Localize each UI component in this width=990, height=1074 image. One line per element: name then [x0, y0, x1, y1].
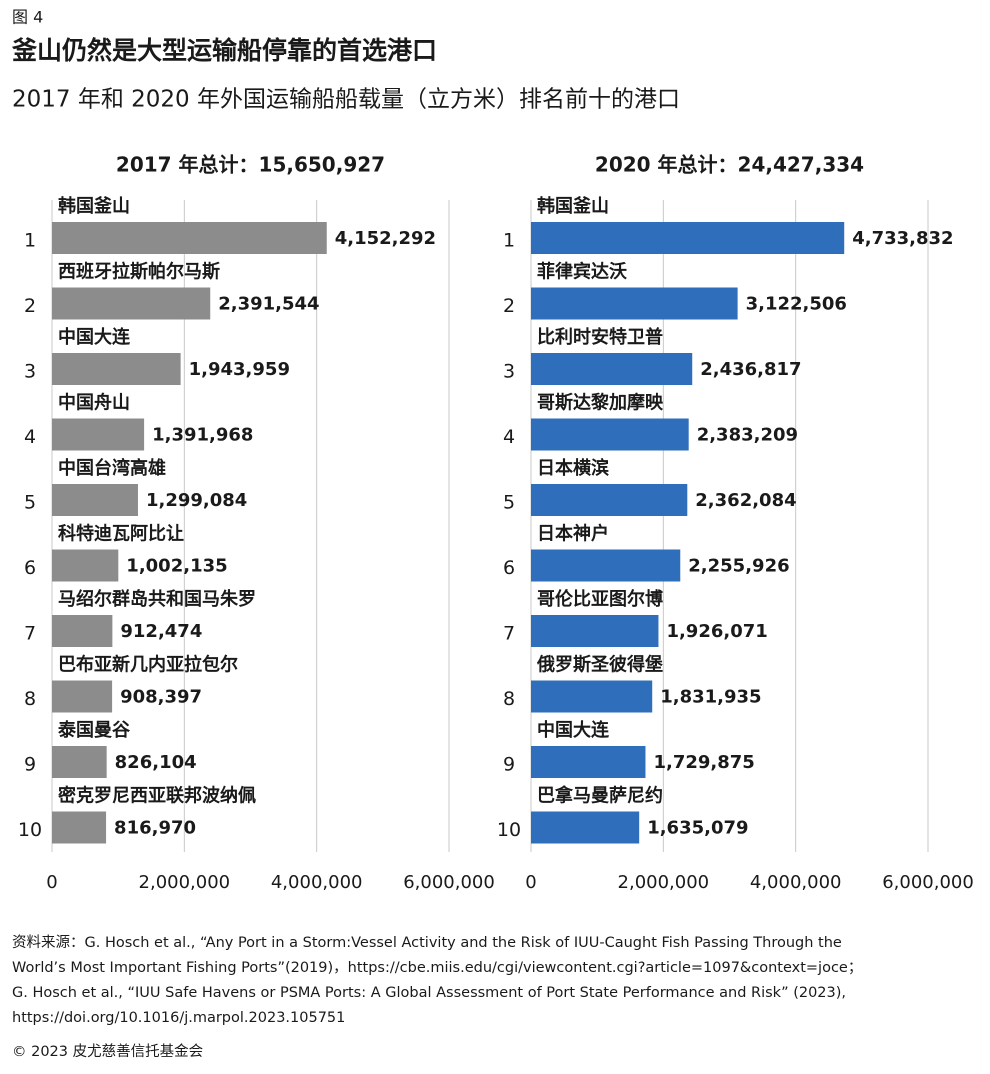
rank-label: 7 — [24, 623, 36, 645]
value-label: 2,436,817 — [700, 359, 801, 380]
category-label: 泰国曼谷 — [57, 719, 131, 741]
bar — [52, 418, 145, 451]
category-label: 日本神户 — [537, 523, 609, 545]
rank-label: 9 — [503, 754, 515, 776]
category-label: 西班牙拉斯帕尔马斯 — [58, 261, 220, 283]
rank-label: 3 — [503, 361, 515, 383]
bar — [52, 484, 138, 516]
bar — [52, 222, 327, 254]
category-label: 哥斯达黎加摩映 — [537, 392, 664, 414]
bar — [52, 353, 181, 385]
x-tick-label: 2,000,000 — [618, 872, 710, 893]
source: 资料来源：G. Hosch et al., “Any Port in a Sto… — [12, 934, 842, 951]
x-tick-label: 0 — [46, 872, 57, 893]
source: G. Hosch et al., “IUU Safe Havens or PSM… — [12, 985, 846, 1001]
value-label: 1,299,084 — [146, 490, 247, 511]
x-tick-label: 4,000,000 — [750, 872, 842, 893]
value-label: 1,729,875 — [653, 752, 754, 773]
rank-label: 7 — [503, 623, 515, 645]
rank-label: 6 — [503, 557, 515, 579]
rank-label: 4 — [24, 426, 36, 448]
subtitle: 2017 年和 2020 年外国运输船船载量（立方米）排名前十的港口 — [12, 87, 680, 113]
category-label: 俄罗斯圣彼得堡 — [536, 654, 663, 676]
bar — [52, 615, 113, 647]
category-label: 韩国釜山 — [58, 195, 130, 217]
bar — [531, 287, 738, 320]
category-label: 马绍尔群岛共和国马朱罗 — [58, 588, 256, 610]
category-label: 日本横滨 — [537, 457, 609, 479]
category-label: 中国舟山 — [58, 392, 130, 414]
bar — [531, 484, 688, 516]
value-label: 826,104 — [115, 752, 197, 773]
category-label: 哥伦比亚图尔博 — [537, 588, 663, 610]
value-label: 1,831,935 — [660, 687, 761, 708]
rank-label: 1 — [24, 230, 36, 252]
panel-title: 2020 年总计：24,427,334 — [595, 153, 864, 177]
category-label: 比利时安特卫普 — [537, 326, 663, 348]
value-label: 1,391,968 — [152, 425, 253, 446]
rank-label: 9 — [24, 754, 36, 776]
bar — [531, 418, 689, 451]
category-label: 中国台湾高雄 — [58, 457, 166, 479]
bar — [531, 549, 681, 582]
rank-label: 5 — [503, 492, 515, 514]
rank-label: 4 — [503, 426, 515, 448]
rank-label: 3 — [24, 361, 36, 383]
value-label: 1,635,079 — [647, 818, 748, 839]
value-label: 2,391,544 — [218, 294, 319, 315]
title: 釜山仍然是大型运输船停靠的首选港口 — [11, 36, 437, 65]
bar — [52, 287, 211, 320]
value-label: 2,383,209 — [697, 425, 798, 446]
value-label: 908,397 — [120, 687, 202, 708]
value-label: 1,002,135 — [126, 556, 227, 577]
value-label: 912,474 — [120, 621, 202, 642]
category-label: 巴布亚新几内亚拉包尔 — [58, 654, 238, 676]
rank-label: 6 — [24, 557, 36, 579]
category-label: 中国大连 — [58, 326, 131, 348]
category-label: 韩国釜山 — [537, 195, 609, 217]
x-tick-label: 2,000,000 — [139, 872, 231, 893]
rank-label: 8 — [503, 688, 515, 710]
value-label: 1,943,959 — [189, 359, 290, 380]
source: World’s Most Important Fishing Ports”(20… — [12, 960, 862, 976]
category-label: 菲律宾达沃 — [537, 261, 627, 283]
value-label: 1,926,071 — [666, 621, 767, 642]
bar — [52, 811, 107, 844]
value-label: 3,122,506 — [746, 294, 847, 315]
bar — [531, 746, 646, 778]
rank-label: 10 — [497, 819, 521, 841]
bar — [531, 811, 640, 844]
source: https://doi.org/10.1016/j.marpol.2023.10… — [12, 1010, 345, 1026]
panel-title: 2017 年总计：15,650,927 — [116, 153, 385, 177]
rank-label: 10 — [18, 819, 42, 841]
x-tick-label: 6,000,000 — [403, 872, 495, 893]
rank-label: 8 — [24, 688, 36, 710]
value-label: 4,733,832 — [852, 228, 953, 249]
bar — [531, 353, 693, 385]
rank-label: 2 — [503, 295, 515, 317]
bar — [531, 680, 653, 713]
value-label: 4,152,292 — [335, 228, 436, 249]
category-label: 巴拿马曼萨尼约 — [537, 785, 663, 807]
value-label: 2,362,084 — [695, 490, 796, 511]
x-tick-label: 0 — [525, 872, 536, 893]
rank-label: 2 — [24, 295, 36, 317]
copyright: © 2023 皮尤慈善信托基金会 — [12, 1043, 203, 1060]
figure-label: 图 4 — [12, 8, 43, 27]
bar — [52, 680, 113, 713]
category-label: 科特迪瓦阿比让 — [58, 523, 184, 545]
category-label: 中国大连 — [537, 719, 610, 741]
bar — [52, 746, 107, 778]
value-label: 2,255,926 — [688, 556, 789, 577]
rank-label: 1 — [503, 230, 515, 252]
rank-label: 5 — [24, 492, 36, 514]
bar — [531, 615, 659, 647]
category-label: 密克罗尼西亚联邦波纳佩 — [58, 785, 256, 807]
x-tick-label: 6,000,000 — [882, 872, 974, 893]
bar — [531, 222, 845, 254]
value-label: 816,970 — [114, 818, 196, 839]
bar — [52, 549, 119, 582]
x-tick-label: 4,000,000 — [271, 872, 363, 893]
